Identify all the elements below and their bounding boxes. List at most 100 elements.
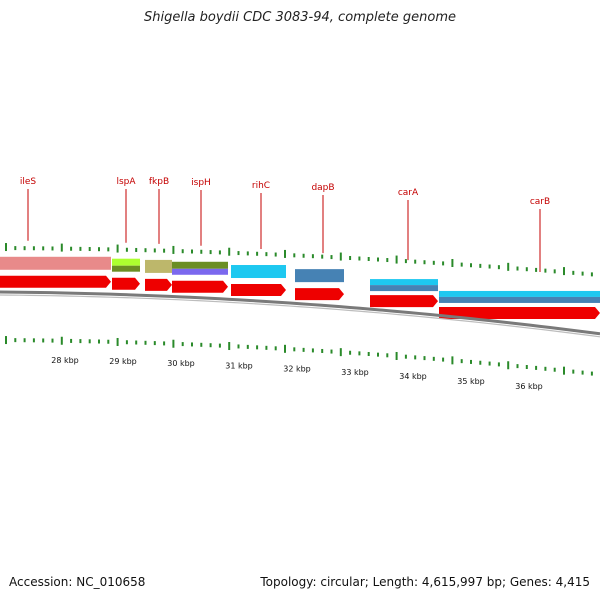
- tick-mark: [218, 250, 221, 255]
- tick-mark: [60, 243, 63, 252]
- tick-mark: [209, 250, 212, 255]
- kbp-labels: 28 kbp 29 kbp 30 kbp 31 kbp 32 kbp 33 kbp 34 k…: [51, 356, 543, 391]
- kbp-label: 28 kbp: [51, 356, 79, 365]
- tick-mark: [507, 262, 510, 271]
- tick-mark: [395, 255, 398, 264]
- tick-mark: [274, 252, 277, 257]
- tick-mark: [553, 367, 556, 372]
- tick-mark: [5, 243, 7, 252]
- tick-mark: [32, 246, 35, 251]
- feature-bar: [145, 259, 172, 273]
- tick-mark: [284, 344, 286, 353]
- tick-mark: [246, 344, 249, 349]
- tick-mark: [311, 348, 314, 353]
- tick-mark: [200, 342, 203, 347]
- cds-arrow: [112, 277, 140, 290]
- tick-mark: [497, 265, 500, 270]
- tick-mark: [116, 244, 119, 253]
- tick-mark: [172, 245, 175, 254]
- tick-mark: [181, 342, 184, 347]
- tick-mark: [228, 247, 231, 256]
- feature-bar: [172, 261, 228, 269]
- kbp-label: 32 kbp: [283, 364, 311, 373]
- tick-mark: [414, 355, 417, 360]
- tick-mark: [321, 254, 324, 259]
- tick-mark: [451, 356, 454, 365]
- tick-mark: [14, 246, 17, 251]
- feature-track: [0, 256, 600, 303]
- tick-mark: [395, 351, 398, 360]
- tick-mark: [321, 348, 324, 353]
- tick-mark: [358, 351, 361, 356]
- tick-mark: [237, 251, 240, 256]
- gene-label: rihC: [252, 181, 270, 191]
- kbp-label: 30 kbp: [167, 359, 195, 368]
- tick-mark: [79, 246, 82, 251]
- tick-mark: [572, 369, 575, 374]
- tick-mark: [590, 272, 593, 277]
- gene-label: fkpB: [149, 177, 169, 187]
- gene-labels: ileS lspA fkpB ispH rihC dapB carA carB: [20, 177, 550, 272]
- tick-mark: [479, 263, 482, 268]
- backbone-shadow: [0, 294, 600, 338]
- tick-mark: [5, 336, 7, 345]
- cds-arrow: [370, 295, 438, 308]
- tick-mark: [535, 267, 538, 272]
- tick-mark: [125, 340, 128, 345]
- tick-mark: [60, 336, 63, 345]
- tick-mark: [32, 338, 35, 343]
- tick-mark: [330, 255, 333, 260]
- top-tick-track: [5, 243, 593, 277]
- tick-mark: [246, 251, 249, 256]
- tick-mark: [516, 364, 519, 369]
- cds-arrow: [295, 288, 344, 301]
- tick-mark: [88, 247, 91, 252]
- tick-mark: [442, 357, 445, 362]
- tick-mark: [107, 339, 110, 344]
- tick-mark: [135, 247, 138, 252]
- tick-mark: [460, 262, 463, 267]
- tick-mark: [98, 339, 100, 344]
- tick-mark: [265, 252, 268, 257]
- backbone-line: [0, 290, 600, 336]
- genome-backbone: [0, 290, 600, 338]
- tick-mark: [311, 254, 314, 259]
- tick-mark: [144, 340, 147, 345]
- tick-mark: [51, 338, 54, 343]
- feature-bar: [295, 269, 344, 283]
- gene-label: lspA: [116, 177, 136, 187]
- tick-mark: [256, 251, 259, 256]
- tick-mark: [544, 268, 547, 273]
- tick-mark: [377, 257, 379, 262]
- tick-mark: [516, 266, 519, 271]
- feature-bar: [172, 268, 228, 275]
- accession-label: Accession: NC_010658: [9, 575, 146, 589]
- gene-label: dapB: [311, 183, 334, 193]
- feature-bar: [0, 256, 111, 270]
- tick-mark: [218, 343, 221, 348]
- tick-mark: [581, 271, 584, 276]
- tick-mark: [51, 246, 54, 251]
- cds-arrow: [231, 284, 286, 297]
- tick-mark: [284, 249, 286, 258]
- tick-mark: [163, 341, 166, 346]
- tick-mark: [423, 356, 426, 361]
- tick-mark: [163, 248, 166, 253]
- kbp-label: 35 kbp: [457, 377, 485, 386]
- tick-mark: [191, 342, 193, 347]
- tick-mark: [302, 347, 305, 352]
- tick-mark: [302, 253, 305, 258]
- tick-mark: [107, 247, 110, 252]
- page-title: Shigella boydii CDC 3083-94, complete ge…: [143, 10, 457, 25]
- tick-mark: [525, 267, 528, 272]
- tick-mark: [42, 246, 45, 251]
- tick-mark: [88, 339, 91, 344]
- tick-mark: [349, 350, 352, 355]
- tick-mark: [367, 351, 370, 356]
- tick-mark: [274, 346, 277, 351]
- tick-mark: [200, 249, 203, 254]
- tick-mark: [228, 342, 231, 351]
- tick-mark: [358, 256, 361, 261]
- cds-arrow: [0, 275, 111, 288]
- cds-arrow: [172, 280, 228, 293]
